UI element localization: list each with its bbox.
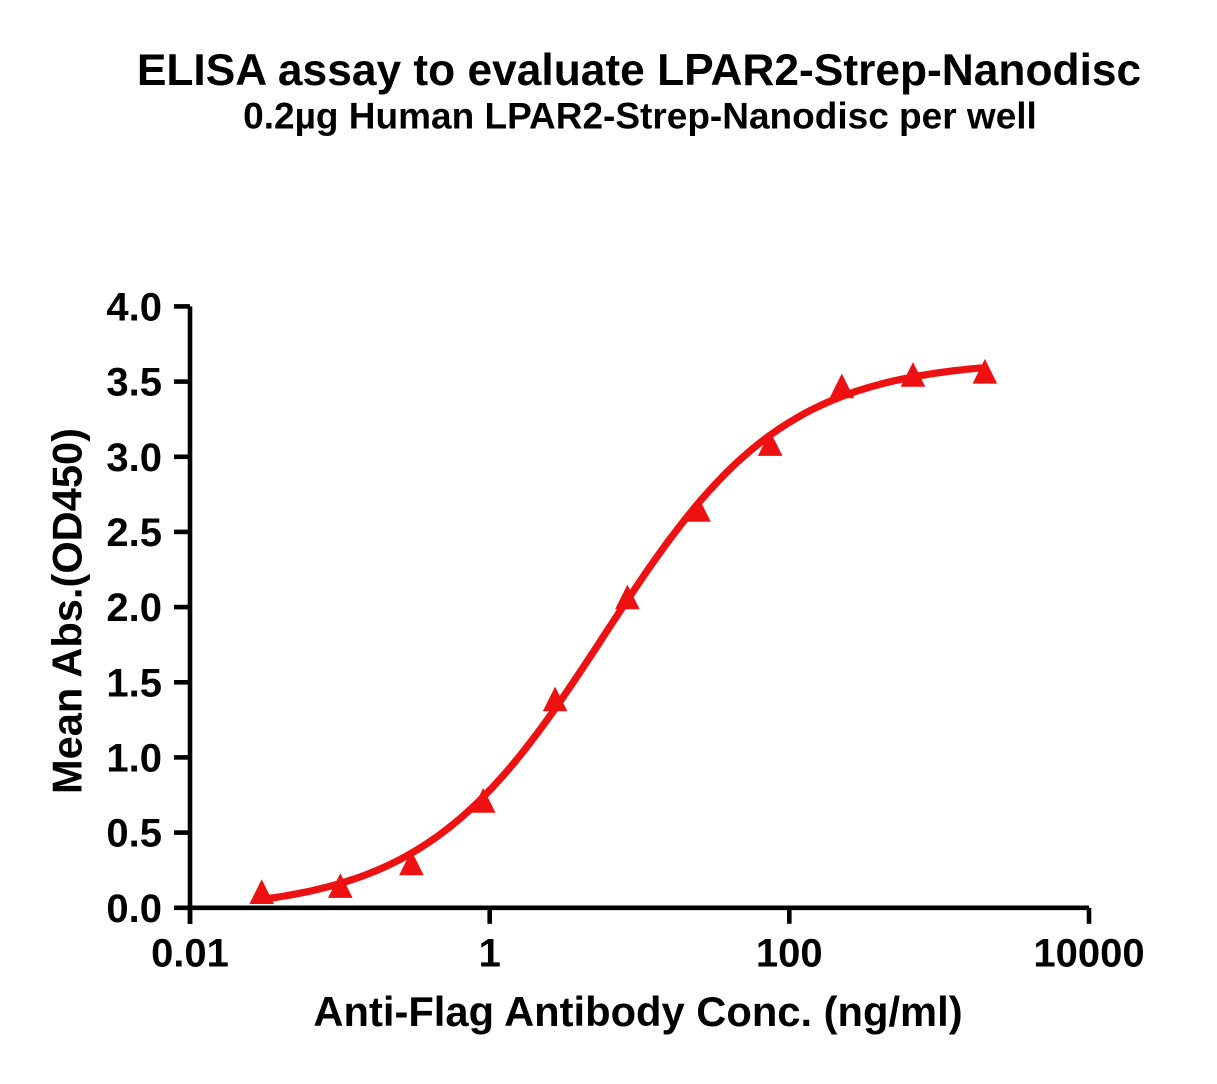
svg-text:100: 100 [756,932,823,976]
svg-text:1.0: 1.0 [106,737,162,781]
svg-text:10000: 10000 [1033,932,1144,976]
svg-text:ELISA assay to evaluate LPAR2-: ELISA assay to evaluate LPAR2-Strep-Nano… [137,46,1141,95]
svg-text:0.2µg Human LPAR2-Strep-Nanodi: 0.2µg Human LPAR2-Strep-Nanodisc per wel… [243,96,1037,137]
svg-text:3.0: 3.0 [106,436,162,480]
svg-text:0.01: 0.01 [151,932,229,976]
svg-text:0.5: 0.5 [106,812,162,856]
svg-text:3.5: 3.5 [106,361,162,405]
svg-text:0.0: 0.0 [106,887,162,931]
svg-text:4.0: 4.0 [106,286,162,330]
svg-text:1.5: 1.5 [106,661,162,705]
svg-text:Anti-Flag Antibody Conc. (ng/m: Anti-Flag Antibody Conc. (ng/ml) [313,988,962,1035]
svg-text:2.5: 2.5 [106,511,162,555]
svg-text:Mean Abs.(OD450): Mean Abs.(OD450) [44,428,91,794]
svg-text:1: 1 [479,932,501,976]
svg-text:2.0: 2.0 [106,586,162,630]
